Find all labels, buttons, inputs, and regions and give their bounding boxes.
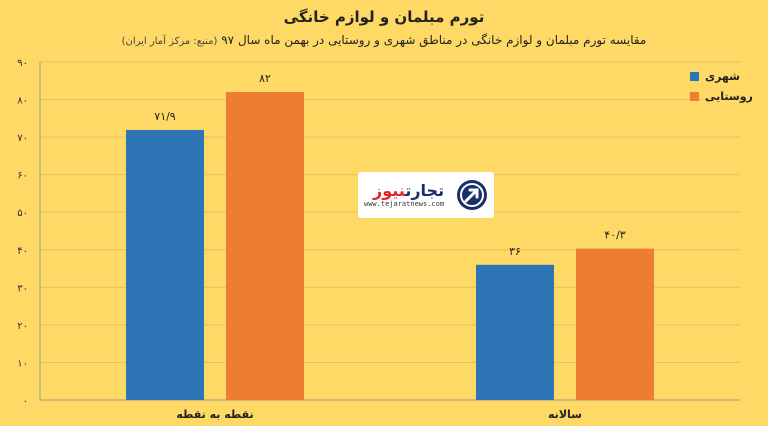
y-tick-label: ۶۰	[17, 171, 28, 182]
y-tick-label: ۰	[23, 396, 28, 407]
y-tick-label: ۲۰	[17, 321, 28, 332]
legend-label-rural: روستایی	[705, 89, 753, 103]
bar	[576, 248, 654, 400]
arrow-logo-icon	[457, 180, 487, 210]
bar	[476, 264, 554, 400]
watermark-name-part2: نیوز	[373, 181, 406, 200]
y-tick-label: ۷۰	[17, 133, 28, 144]
legend-item-urban: شهری	[690, 66, 753, 86]
y-tick-label: ۴۰	[17, 246, 28, 257]
x-tick-label: سالانه	[548, 408, 582, 421]
subtitle-text: مقایسه تورم مبلمان و لوازم خانگی در مناط…	[221, 33, 647, 47]
watermark-logo: تجارتنیوز www.tejaratnews.com	[358, 172, 494, 218]
y-tick-label: ۸۰	[17, 96, 28, 107]
data-label: ۳۶	[509, 245, 521, 258]
chart-subtitle: مقایسه تورم مبلمان و لوازم خانگی در مناط…	[0, 33, 768, 47]
data-label: ۴۰/۳	[604, 229, 626, 242]
data-label: ۸۲	[259, 72, 271, 85]
legend-swatch-urban	[690, 71, 699, 81]
source-note: (منبع: مرکز آمار ایران)	[121, 36, 218, 47]
x-tick-label: نقطه به نقطه	[176, 408, 253, 421]
bar	[226, 92, 304, 401]
watermark-name: تجارتنیوز	[373, 182, 444, 200]
chart-title: تورم مبلمان و لوازم خانگی	[283, 8, 485, 26]
data-label: ۷۱/۹	[154, 110, 176, 123]
y-tick-label: ۵۰	[17, 208, 28, 219]
legend-label-urban: شهری	[705, 69, 741, 83]
legend-item-rural: روستایی	[690, 86, 753, 106]
y-tick-label: ۱۰	[17, 358, 28, 369]
bar	[126, 129, 204, 400]
watermark-text: تجارتنیوز www.tejaratnews.com	[364, 182, 445, 209]
watermark-url: www.tejaratnews.com	[364, 200, 445, 208]
legend: شهری روستایی	[690, 66, 753, 106]
y-tick-label: ۹۰	[17, 58, 28, 69]
watermark-name-part1: تجارت	[405, 181, 445, 200]
y-tick-label: ۳۰	[17, 283, 28, 294]
legend-swatch-rural	[690, 91, 699, 101]
